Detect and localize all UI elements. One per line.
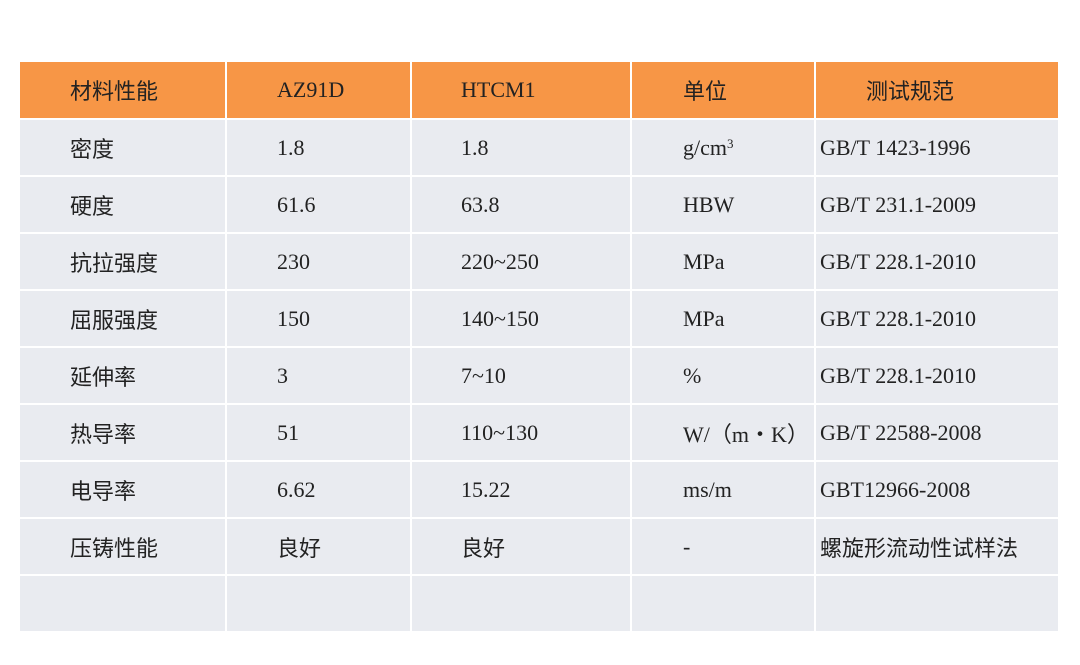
empty-cell <box>227 576 412 631</box>
table-cell: GB/T 231.1-2009 <box>820 191 977 217</box>
table-cell: 63.8 <box>412 177 632 232</box>
table-cell: 51 <box>227 405 412 460</box>
table-cell: GB/T 228.1-2010 <box>820 362 977 388</box>
table-cell: GB/T 228.1-2010 <box>820 305 977 331</box>
table-cell: 延伸率 <box>20 348 227 403</box>
table-row: 屈服强度 150 140~150 MPa GB/T 228.1-2010 <box>20 291 1058 348</box>
table-cell: 抗拉强度 <box>20 234 227 289</box>
table-row: 硬度 61.6 63.8 HBW GB/T 231.1-2009 <box>20 177 1058 234</box>
header-cell: HTCM1 <box>412 62 632 118</box>
header-cell: 测试规范 <box>866 79 955 104</box>
table-cell: GBT12966-2008 <box>820 476 971 502</box>
header-row: 材料性能 AZ91D HTCM1 单位 测试规范 <box>20 62 1058 120</box>
table-cell: 150 <box>227 291 412 346</box>
table-row: 热导率 51 110~130 W/（m・K） GB/T 22588-2008 <box>20 405 1058 462</box>
table-cell: 良好 <box>412 519 632 574</box>
table-cell: MPa <box>632 291 816 346</box>
table-cell: MPa <box>632 234 816 289</box>
cell-text: g/cm <box>683 134 727 160</box>
table-row: 延伸率 3 7~10% GB/T 228.1-2010 <box>20 348 1058 405</box>
header-cell: 单位 <box>632 62 816 118</box>
table-cell: 压铸性能 <box>20 519 227 574</box>
table-cell: 220~250 <box>412 234 632 289</box>
empty-row <box>20 576 1058 633</box>
table-cell: GB/T 22588-2008 <box>820 419 982 445</box>
table-cell: 良好 <box>227 519 412 574</box>
table-cell: % <box>632 348 816 403</box>
table-cell: ms/m <box>632 462 816 517</box>
table-cell: 1.8 <box>227 120 412 175</box>
table-cell: 3 <box>227 348 412 403</box>
empty-cell <box>20 576 227 631</box>
superscript: 3 <box>727 135 734 151</box>
table-cell: 6.62 <box>227 462 412 517</box>
table-row: 抗拉强度 230 220~250 MPa GB/T 228.1-2010 <box>20 234 1058 291</box>
table-cell: 1.8 <box>412 120 632 175</box>
table-row: 密度 1.8 1.8 g/cm 3 GB/T 1423-1996 <box>20 120 1058 177</box>
table-cell: 热导率 <box>20 405 227 460</box>
table-cell: 电导率 <box>20 462 227 517</box>
table-cell: GB/T 1423-1996 <box>820 134 971 160</box>
header-cell: 材料性能 <box>20 62 227 118</box>
table-row: 压铸性能 良好 良好 - 螺旋形流动性试样法 <box>20 519 1058 576</box>
header-cell: AZ91D <box>227 62 412 118</box>
table-cell: W/（m・K） <box>632 405 816 460</box>
table-cell: HBW <box>632 177 816 232</box>
empty-cell <box>412 576 632 631</box>
property-table: 材料性能 AZ91D HTCM1 单位 测试规范 密度 1.8 1.8 g/cm 3 GB/T 14… <box>20 62 1058 633</box>
table-cell: 硬度 <box>20 177 227 232</box>
table-cell: 螺旋形流动性试样法 <box>820 535 1019 561</box>
empty-cell <box>632 576 816 631</box>
table-row: 电导率 6.62 15.22 ms/m GBT12966-2008 <box>20 462 1058 519</box>
table-cell: 230 <box>227 234 412 289</box>
table-cell: GB/T 228.1-2010 <box>820 248 977 274</box>
table-cell: g/cm 3 <box>632 120 816 175</box>
empty-cell <box>816 576 1058 631</box>
table-cell: - <box>632 519 816 574</box>
table-cell: 密度 <box>20 120 227 175</box>
table-cell: 140~150 <box>412 291 632 346</box>
table-cell: 110~130 <box>412 405 632 460</box>
table-cell: 61.6 <box>227 177 412 232</box>
table-cell: 7~10 <box>412 348 632 403</box>
table-cell: 屈服强度 <box>20 291 227 346</box>
table-cell: 15.22 <box>412 462 632 517</box>
